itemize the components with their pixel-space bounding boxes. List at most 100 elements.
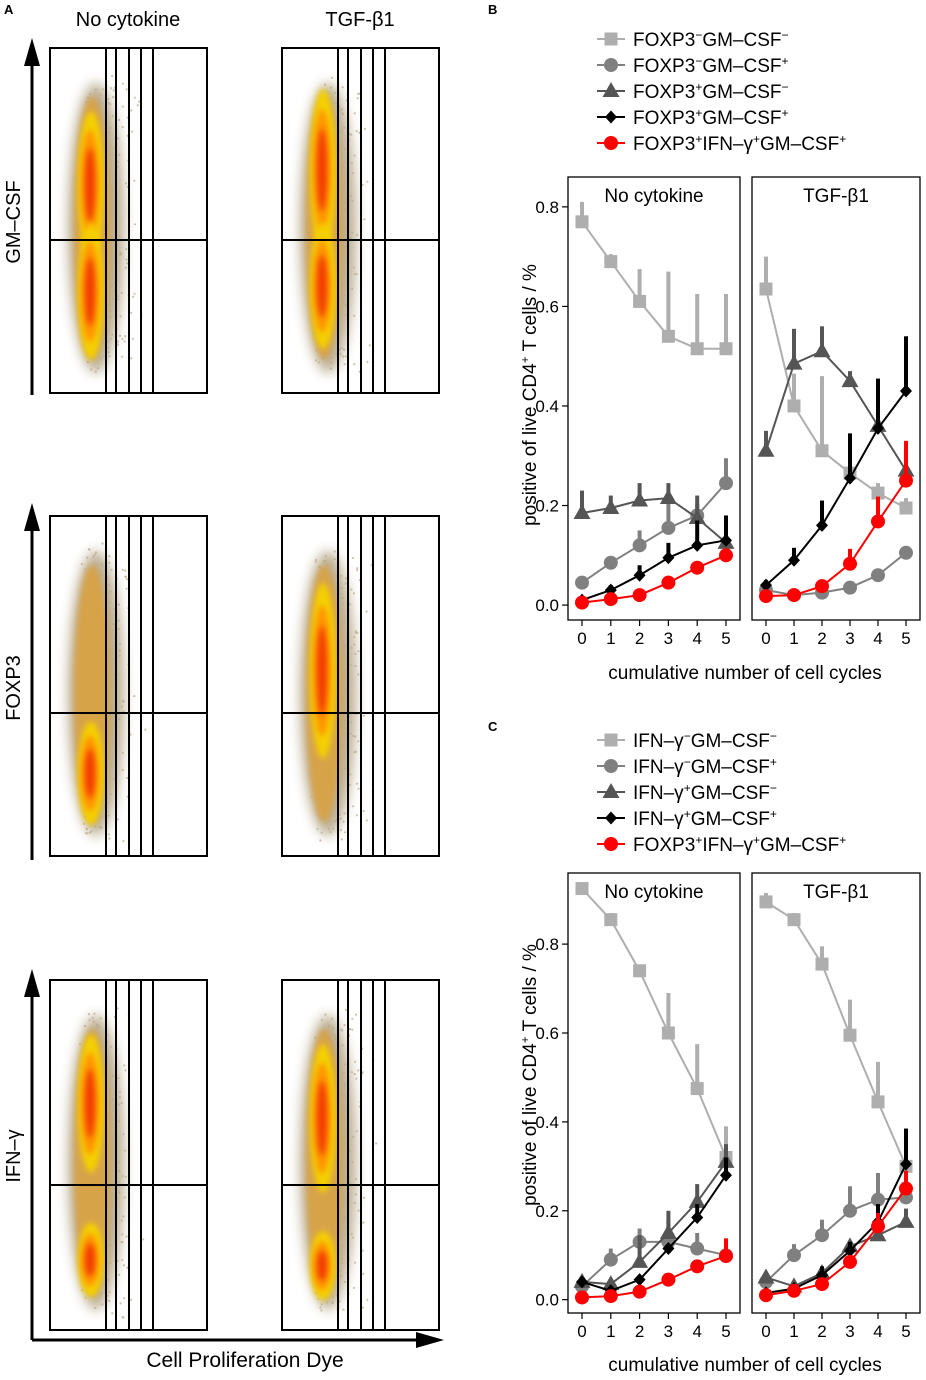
- scatter-dot: [320, 1309, 323, 1312]
- data-point: [843, 1254, 857, 1269]
- flow-plot-no-cytokine-row-3: [49, 979, 208, 1331]
- data-point: [632, 538, 647, 553]
- scatter-dot: [121, 105, 124, 108]
- data-point: [691, 1210, 704, 1224]
- data-point: [661, 1026, 675, 1040]
- x-tick-label: 0: [577, 1322, 586, 1341]
- scatter-dot: [125, 88, 128, 91]
- scatter-dot: [124, 182, 128, 185]
- data-point: [691, 538, 704, 552]
- facet-title: No cytokine: [604, 186, 703, 207]
- data-point: [900, 1157, 912, 1171]
- data-point: [633, 568, 646, 582]
- gate-lines: [281, 515, 440, 857]
- scatter-dot: [116, 343, 119, 346]
- scatter-dot: [111, 1312, 114, 1315]
- scatter-dot: [118, 1273, 121, 1276]
- series-4: [760, 336, 912, 592]
- y-tick-label: 0.8: [535, 198, 559, 217]
- scatter-dot: [375, 1142, 378, 1145]
- scatter-dot: [121, 125, 124, 129]
- data-point: [603, 555, 618, 570]
- data-point: [603, 1289, 618, 1304]
- legend-marker-icon: [602, 82, 620, 97]
- scatter-dot: [116, 340, 119, 343]
- scatter-dot: [125, 1235, 128, 1238]
- density-cloud: [300, 83, 356, 373]
- data-point: [575, 882, 589, 896]
- scatter-dot: [357, 650, 360, 653]
- data-point: [757, 441, 775, 457]
- density-core: [85, 1243, 95, 1277]
- scatter-dot: [130, 357, 133, 360]
- flow-plot-tgf-beta1-row-1: [281, 47, 440, 394]
- data-point: [841, 372, 859, 388]
- scatter-dot: [340, 828, 343, 832]
- scatter-dot: [123, 340, 126, 343]
- scatter-dot: [133, 292, 136, 295]
- scatter-dot: [108, 1299, 111, 1303]
- y-tick-label: 0.6: [535, 1024, 559, 1043]
- data-point: [688, 508, 706, 524]
- x-tick-label: 2: [635, 629, 644, 648]
- series-2: [575, 458, 733, 590]
- legend-item-4: IFN–γ+GM–CSF+: [597, 807, 777, 830]
- x-tick-label: 4: [692, 629, 701, 648]
- gate-lines: [49, 47, 208, 394]
- facet-frame: [567, 872, 741, 1314]
- scatter-dot: [353, 1072, 356, 1076]
- scatter-dot: [352, 1286, 356, 1289]
- data-point: [899, 501, 913, 515]
- facet-frame: [567, 176, 741, 621]
- scatter-dot: [131, 337, 134, 340]
- x-tick-label: 2: [635, 1322, 644, 1341]
- facet-frame: [751, 872, 921, 1314]
- flow-cytometry-plots: [49, 47, 440, 1331]
- scatter-dot: [124, 266, 128, 269]
- y-tick-label: 0.2: [535, 1202, 559, 1221]
- legend-item-1: IFN–γ−GM–CSF−: [597, 729, 777, 752]
- series-5: [759, 440, 913, 604]
- scatter-dot: [363, 218, 366, 221]
- scatter-dot: [341, 86, 344, 89]
- scatter-dot: [361, 1249, 364, 1252]
- scatter-dot: [101, 542, 104, 545]
- scatter-dot: [350, 1071, 353, 1074]
- scatter-dot: [119, 1302, 122, 1305]
- gate-lines: [281, 979, 440, 1331]
- x-tick-label: 5: [721, 1322, 730, 1341]
- data-point: [871, 1219, 885, 1234]
- scatter-dot: [124, 335, 127, 338]
- data-point: [632, 588, 647, 603]
- scatter-dot: [87, 548, 90, 551]
- scatter-dot: [319, 1306, 322, 1309]
- series-line: [581, 887, 727, 1158]
- scatter-dot: [125, 248, 128, 251]
- scatter-dot: [352, 592, 355, 595]
- scatter-dot: [352, 1236, 355, 1239]
- scatter-dot: [338, 1300, 341, 1303]
- scatter-dot: [107, 833, 110, 836]
- gate-lines: [281, 47, 440, 394]
- scatter-dot: [357, 787, 360, 790]
- scatter-dot: [353, 154, 356, 157]
- legend-label: IFN–γ−GM–CSF+: [633, 755, 777, 778]
- data-point: [690, 560, 705, 575]
- scatter-dot: [121, 337, 124, 340]
- data-point: [633, 964, 647, 978]
- data-point: [720, 533, 732, 547]
- scatter-dot: [343, 812, 346, 815]
- scatter-dot: [124, 569, 127, 572]
- legend-marker-icon: [604, 837, 618, 851]
- data-point: [573, 503, 591, 519]
- scatter-dot: [353, 363, 356, 366]
- series-5: [759, 1170, 913, 1303]
- data-point: [662, 1242, 675, 1256]
- density-core: [317, 254, 327, 318]
- flow-plot-tgf-beta1-row-2: [281, 515, 440, 857]
- data-point: [576, 1275, 588, 1289]
- data-point: [816, 518, 828, 532]
- data-point: [899, 1181, 913, 1196]
- legend-marker-icon: [604, 136, 618, 150]
